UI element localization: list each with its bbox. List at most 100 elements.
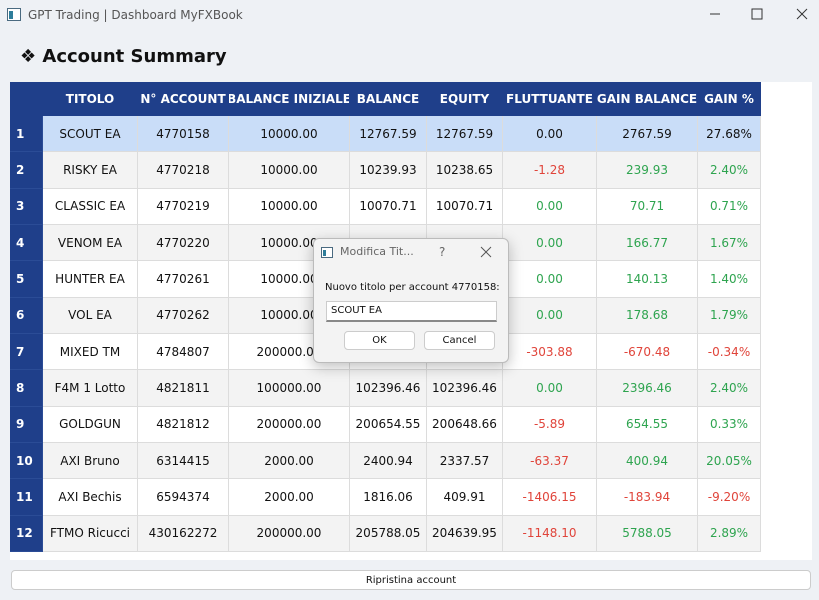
table-cell[interactable]: 200648.66 <box>427 406 503 443</box>
row-number: 2 <box>10 152 43 189</box>
table-cell[interactable]: 430162272 <box>138 515 229 552</box>
reset-button[interactable]: Ripristina account <box>11 570 811 590</box>
ok-button[interactable]: OK <box>344 331 415 350</box>
table-cell[interactable]: RISKY EA <box>43 152 138 189</box>
table-cell[interactable]: 4821811 <box>138 370 229 407</box>
table-cell[interactable]: 102396.46 <box>427 370 503 407</box>
table-cell[interactable]: 166.77 <box>597 224 698 262</box>
table-cell[interactable]: 10070.71 <box>350 188 427 225</box>
table-cell[interactable]: SCOUT EA <box>43 116 138 153</box>
table-cell[interactable]: 0.00 <box>503 224 597 262</box>
table-cell[interactable]: -9.20% <box>698 479 761 516</box>
table-cell[interactable]: -1148.10 <box>503 515 597 552</box>
table-cell[interactable]: 0.33% <box>698 406 761 443</box>
table-cell[interactable]: 2767.59 <box>597 116 698 153</box>
row-number: 5 <box>10 261 43 298</box>
table-cell[interactable]: 10070.71 <box>427 188 503 225</box>
table-cell[interactable]: 100000.00 <box>229 370 350 407</box>
table-cell[interactable]: HUNTER EA <box>43 261 138 298</box>
table-cell[interactable]: 2000.00 <box>229 442 350 480</box>
table-cell[interactable]: -5.89 <box>503 406 597 443</box>
table-cell[interactable]: 0.71% <box>698 188 761 225</box>
table-cell[interactable]: CLASSIC EA <box>43 188 138 225</box>
table-cell[interactable]: 6314415 <box>138 442 229 480</box>
table-cell[interactable]: 1.79% <box>698 297 761 334</box>
table-cell[interactable]: 12767.59 <box>427 116 503 153</box>
row-number: 10 <box>10 442 43 480</box>
table-cell[interactable]: 102396.46 <box>350 370 427 407</box>
table-cell[interactable]: 205788.05 <box>350 515 427 552</box>
table-cell[interactable]: 2.40% <box>698 152 761 189</box>
table-cell[interactable]: 2.40% <box>698 370 761 407</box>
row-number: 3 <box>10 188 43 225</box>
table-cell[interactable]: 5788.05 <box>597 515 698 552</box>
window-controls[interactable] <box>700 0 819 30</box>
table-cell[interactable]: 2.89% <box>698 515 761 552</box>
table-cell[interactable]: 4770158 <box>138 116 229 153</box>
table-cell[interactable]: FTMO Ricucci <box>43 515 138 552</box>
table-cell[interactable]: 6594374 <box>138 479 229 516</box>
table-cell[interactable]: 200000.00 <box>229 406 350 443</box>
table-cell[interactable]: 204639.95 <box>427 515 503 552</box>
table-cell[interactable]: 70.71 <box>597 188 698 225</box>
table-cell[interactable]: 178.68 <box>597 297 698 334</box>
table-cell[interactable]: 4770262 <box>138 297 229 334</box>
cancel-button[interactable]: Cancel <box>424 331 495 350</box>
table-cell[interactable]: 2337.57 <box>427 442 503 480</box>
table-cell[interactable]: 1816.06 <box>350 479 427 516</box>
table-cell[interactable]: 0.00 <box>503 297 597 334</box>
table-cell[interactable]: 1.40% <box>698 261 761 298</box>
table-cell[interactable]: -0.34% <box>698 333 761 371</box>
section-heading: ❖ Account Summary <box>20 46 227 67</box>
table-cell[interactable]: 400.94 <box>597 442 698 480</box>
table-cell[interactable]: VOL EA <box>43 297 138 334</box>
table-cell[interactable]: 4770218 <box>138 152 229 189</box>
table-cell[interactable]: AXI Bruno <box>43 442 138 480</box>
table-cell[interactable]: 2400.94 <box>350 442 427 480</box>
table-cell[interactable]: 10000.00 <box>229 116 350 153</box>
table-cell[interactable]: 140.13 <box>597 261 698 298</box>
table-cell[interactable]: -1.28 <box>503 152 597 189</box>
table-cell[interactable]: 0.00 <box>503 188 597 225</box>
table-cell[interactable]: 0.00 <box>503 261 597 298</box>
row-number: 7 <box>10 333 43 371</box>
table-cell[interactable]: -183.94 <box>597 479 698 516</box>
title-input[interactable]: SCOUT EA <box>326 301 497 322</box>
table-cell[interactable]: 10239.93 <box>350 152 427 189</box>
table-cell[interactable]: AXI Bechis <box>43 479 138 516</box>
dialog-close[interactable] <box>480 246 492 258</box>
table-cell[interactable]: VENOM EA <box>43 224 138 262</box>
table-cell[interactable]: GOLDGUN <box>43 406 138 443</box>
table-cell[interactable]: -670.48 <box>597 333 698 371</box>
column-header: BALANCE <box>350 82 427 116</box>
table-cell[interactable]: 10000.00 <box>229 152 350 189</box>
table-cell[interactable]: -303.88 <box>503 333 597 371</box>
table-cell[interactable]: 20.05% <box>698 442 761 480</box>
table-cell[interactable]: 10000.00 <box>229 188 350 225</box>
table-cell[interactable]: F4M 1 Lotto <box>43 370 138 407</box>
table-cell[interactable]: 654.55 <box>597 406 698 443</box>
table-cell[interactable]: 4770219 <box>138 188 229 225</box>
help-button[interactable]: ? <box>439 245 446 259</box>
table-cell[interactable]: 27.68% <box>698 116 761 153</box>
table-cell[interactable]: MIXED TM <box>43 333 138 371</box>
column-header: GAIN BALANCE <box>597 82 698 116</box>
row-number: 12 <box>10 515 43 552</box>
table-cell[interactable]: 4770261 <box>138 261 229 298</box>
table-cell[interactable]: 2000.00 <box>229 479 350 516</box>
table-cell[interactable]: -1406.15 <box>503 479 597 516</box>
table-cell[interactable]: 4784807 <box>138 333 229 371</box>
table-cell[interactable]: 409.91 <box>427 479 503 516</box>
table-cell[interactable]: 200000.00 <box>229 515 350 552</box>
table-cell[interactable]: -63.37 <box>503 442 597 480</box>
table-cell[interactable]: 12767.59 <box>350 116 427 153</box>
table-cell[interactable]: 2396.46 <box>597 370 698 407</box>
table-cell[interactable]: 4770220 <box>138 224 229 262</box>
table-cell[interactable]: 1.67% <box>698 224 761 262</box>
table-cell[interactable]: 10238.65 <box>427 152 503 189</box>
table-cell[interactable]: 4821812 <box>138 406 229 443</box>
table-cell[interactable]: 200654.55 <box>350 406 427 443</box>
table-cell[interactable]: 0.00 <box>503 116 597 153</box>
table-cell[interactable]: 0.00 <box>503 370 597 407</box>
table-cell[interactable]: 239.93 <box>597 152 698 189</box>
